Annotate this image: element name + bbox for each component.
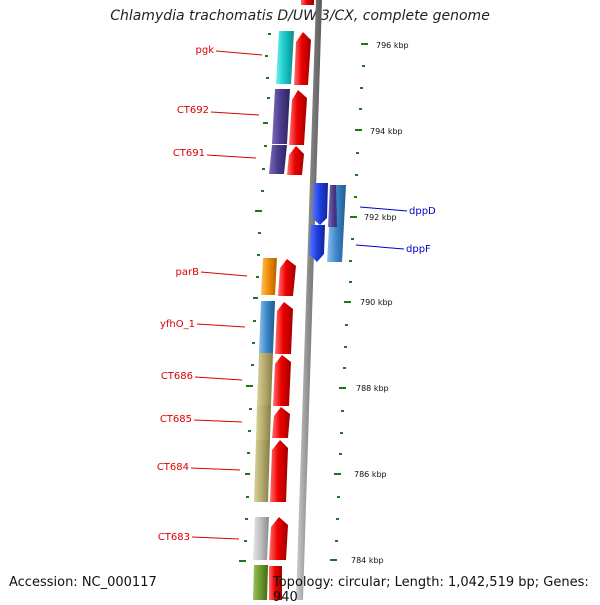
tick-label: 792 kbp [364,213,397,222]
cds-arrow[interactable] [273,355,291,406]
gene-block-parb[interactable] [261,258,277,295]
gene-block-ct692[interactable] [272,89,290,144]
gene-label-ct691[interactable]: CT691 [173,148,205,159]
gene-block-ct684[interactable] [254,440,270,502]
left-ruler-dots [239,33,271,562]
accession-text: Accession: NC_000117 [9,575,157,590]
dpp-arrow[interactable] [312,183,328,225]
tick-label: 796 kbp [376,41,409,50]
gene-block-ct683[interactable] [253,517,269,560]
gene-block-olive[interactable] [253,565,268,600]
tick-label: 784 kbp [351,556,384,565]
tick-label: 794 kbp [370,127,403,136]
cds-arrow[interactable] [269,517,288,560]
genome-summary-text: Topology: circular; Length: 1,042,519 bp… [273,575,589,605]
gene-label-ct685[interactable]: CT685 [160,414,192,425]
gene-block-pgk[interactable] [276,31,294,84]
tick-label: 788 kbp [356,384,389,393]
gene-block-yfho1[interactable] [259,301,275,353]
gene-label-dppd[interactable]: dppD [409,206,436,217]
map-title: Chlamydia trachomatis D/UW-3/CX, complet… [110,8,490,24]
tick-label: 790 kbp [360,298,393,307]
right-ruler-dots [330,43,368,561]
gene-label-ct686[interactable]: CT686 [161,371,193,382]
cds-arrow[interactable] [270,440,288,502]
cds-arrow[interactable] [289,90,307,145]
gene-block-ct686[interactable] [257,353,273,405]
gene-labels: pgk CT692 CT691 dppD dppF parB yfhO_1 CT… [157,45,436,543]
gene-label-ct692[interactable]: CT692 [177,105,209,116]
cds-arrow[interactable] [269,566,282,600]
cds-arrow[interactable] [275,302,293,354]
cds-track [269,0,314,600]
gene-block-ct691[interactable] [269,145,287,174]
gene-label-parb[interactable]: parB [176,267,200,278]
dpp-arrow[interactable] [309,225,325,262]
gene-label-pgk[interactable]: pgk [196,45,215,56]
label-leaders [190,50,408,540]
gene-label-yfho1[interactable]: yfhO_1 [160,319,195,330]
cds-arrow[interactable] [278,259,296,296]
gene-label-ct684[interactable]: CT684 [157,462,189,473]
gene-block-dppf[interactable] [327,185,346,262]
gene-label-ct683[interactable]: CT683 [158,532,190,543]
cds-arrow[interactable] [294,32,311,85]
reverse-strand-blocks [309,183,346,262]
tick-label: 786 kbp [354,470,387,479]
kbp-tick-labels: 796 kbp 794 kbp 792 kbp 790 kbp 788 kbp … [351,41,409,565]
cds-arrow[interactable] [301,0,314,5]
cds-arrow[interactable] [272,407,290,438]
genome-backbone [296,0,322,600]
cds-arrow[interactable] [287,146,304,175]
feature-blocks [253,31,294,600]
gene-label-dppf[interactable]: dppF [406,244,431,255]
gene-block-ct685[interactable] [256,405,271,440]
